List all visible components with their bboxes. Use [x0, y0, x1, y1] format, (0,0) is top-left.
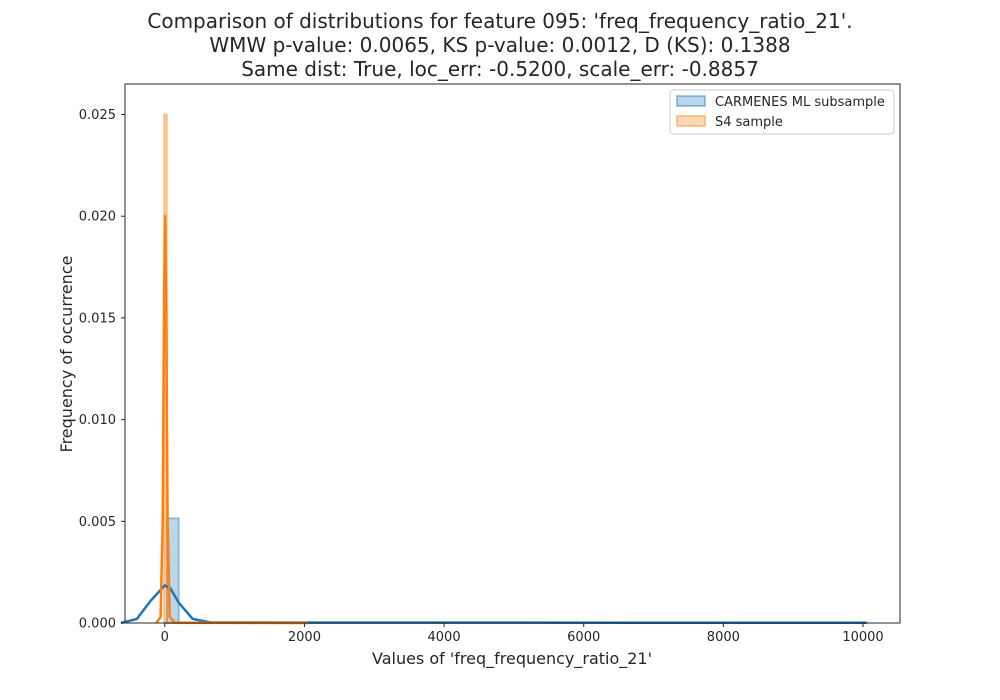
y-tick-label: 0.015 [79, 311, 116, 326]
y-tick-label: 0.010 [79, 413, 116, 428]
x-tick-label: 10000 [842, 630, 883, 645]
legend-label-carmenes: CARMENES ML subsample [715, 95, 885, 110]
x-tick-label: 0 [161, 630, 169, 645]
x-tick-label: 6000 [567, 630, 600, 645]
kde-line-0 [120, 584, 867, 625]
chart-title-line-3: Same dist: True, loc_err: -0.5200, scale… [241, 57, 759, 81]
x-tick-label: 8000 [707, 630, 740, 645]
legend-frame [669, 89, 895, 135]
legend-label-s4: S4 sample [715, 115, 783, 130]
x-tick-label: 4000 [428, 630, 461, 645]
y-tick-label: 0.025 [79, 108, 116, 123]
y-tick-label: 0.000 [79, 617, 116, 632]
legend-patch-carmenes [676, 95, 706, 107]
chart-title-line-1: Comparison of distributions for feature … [147, 9, 853, 33]
axes-frame [124, 83, 901, 624]
legend-patch-s4 [676, 115, 706, 127]
chart-title-line-2: WMW p-value: 0.0065, KS p-value: 0.0012,… [209, 33, 791, 57]
x-tick-label: 2000 [288, 630, 321, 645]
y-axis-label: Frequency of occurrence [57, 256, 76, 453]
x-axis-label: Values of 'freq_frequency_ratio_21' [372, 649, 652, 669]
y-tick-label: 0.005 [79, 515, 116, 530]
y-tick-label: 0.020 [79, 210, 116, 225]
legend: CARMENES ML subsample S4 sample [669, 89, 895, 135]
kde-line-1 [155, 214, 308, 625]
